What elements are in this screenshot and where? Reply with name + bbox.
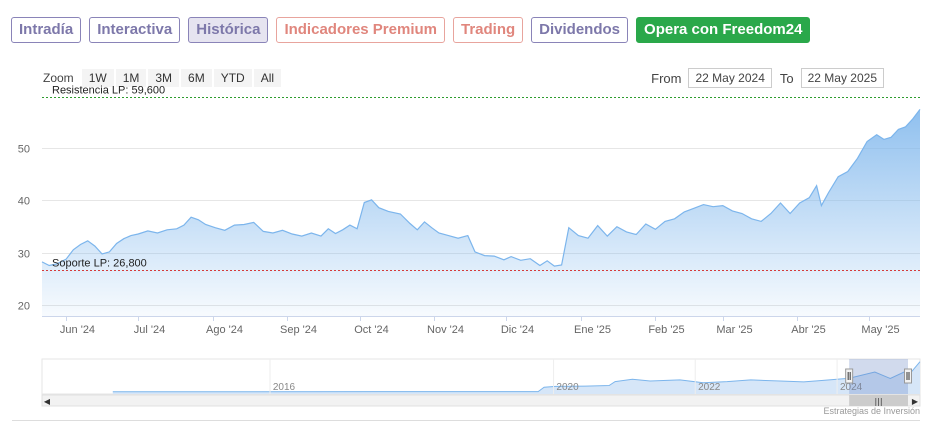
from-date-input[interactable]: 22 May 2024 [688,68,772,88]
zoom-1m-button[interactable]: 1M [115,69,147,87]
x-tick-label: Sep '24 [280,324,317,336]
navigator-label: 2022 [698,382,721,393]
price-line [41,109,921,267]
y-axis: 20 30 40 50 [18,144,30,313]
x-tick-label: Jun '24 [60,324,95,336]
tab-hist-rica[interactable]: Histórica [188,17,269,43]
zoom-all-button[interactable]: All [253,69,282,87]
tab-dividendos[interactable]: Dividendos [531,17,629,43]
zoom-label: Zoom [43,71,74,85]
scrollbar-thumb [849,395,908,406]
zoom-6m-button[interactable]: 6M [181,69,212,87]
zoom-ytd-button[interactable]: YTD [213,69,252,87]
tab-interactiva[interactable]: Interactiva [89,17,181,43]
scroll-right-arrow-icon: ▶ [912,397,919,406]
x-tick-label: Ago '24 [206,324,243,336]
navigator-right-handle[interactable] [904,368,912,384]
tab-trading[interactable]: Trading [453,17,524,43]
to-date-input[interactable]: 22 May 2025 [800,68,884,88]
x-tick-label: Oct '24 [354,324,389,336]
zoom-controls: Zoom 1W 1M 3M 6M YTD All [43,69,282,87]
navigator-selection [849,359,908,394]
navigator-label: 2024 [840,382,863,393]
x-tick-label: May '25 [861,324,899,336]
navigator-scrollbar[interactable]: ||| ◀ ▶ [41,394,921,407]
navigator-line [112,361,921,393]
navigator-left-handle[interactable] [845,368,854,384]
x-tick-label: Ene '25 [574,324,611,336]
date-range-selector: From 22 May 2024 To 22 May 2025 [651,68,884,88]
scrollbar-track [41,394,921,407]
zoom-1w-button[interactable]: 1W [81,69,114,87]
scrollbar-grip-icon: ||| [875,397,883,406]
navigator-label: 2020 [556,382,579,393]
credits: Estrategias de Inversión [823,406,920,416]
to-label: To [779,70,794,86]
y-tick-label: 50 [18,144,30,156]
navigator: 2016 2020 2022 2024 ||| ◀ ▶ [41,358,921,407]
zoom-3m-button[interactable]: 3M [148,69,180,87]
price-area [42,109,920,317]
x-tick-label: Nov '24 [427,324,464,336]
navigator-area [112,361,921,394]
chart-type-tabs: Intradía Interactiva Histórica Indicadores … [11,17,811,43]
x-axis: Jun '24 Jul '24 Ago '24 Sep '24 Oct '24 Nov '… [60,316,900,336]
handle-body [845,368,854,384]
tab-indicadores-premium[interactable]: Indicadores Premium [276,17,445,43]
y-tick-label: 30 [18,249,30,261]
scroll-left-arrow-icon: ◀ [44,397,51,406]
from-label: From [651,70,682,86]
x-tick-label: Feb '25 [648,324,684,336]
tab-opera-con-freedom24[interactable]: Opera con Freedom24 [636,17,811,43]
plot-lines: Resistencia LP: 59,600 Soporte LP: 26,800 [42,85,920,271]
x-tick-label: Dic '24 [501,324,534,336]
y-tick-label: 40 [18,196,30,208]
x-tick-label: Jul '24 [134,324,165,336]
support-label: Soporte LP: 26,800 [52,258,147,270]
handle-body [904,368,912,384]
bottom-divider [12,420,920,421]
x-tick-label: Mar '25 [716,324,752,336]
x-tick-label: Abr '25 [791,324,826,336]
resistance-label: Resistencia LP: 59,600 [52,85,165,97]
y-tick-label: 20 [18,301,30,313]
navigator-label: 2016 [273,382,296,393]
tab-intrad-a[interactable]: Intradía [11,17,82,43]
